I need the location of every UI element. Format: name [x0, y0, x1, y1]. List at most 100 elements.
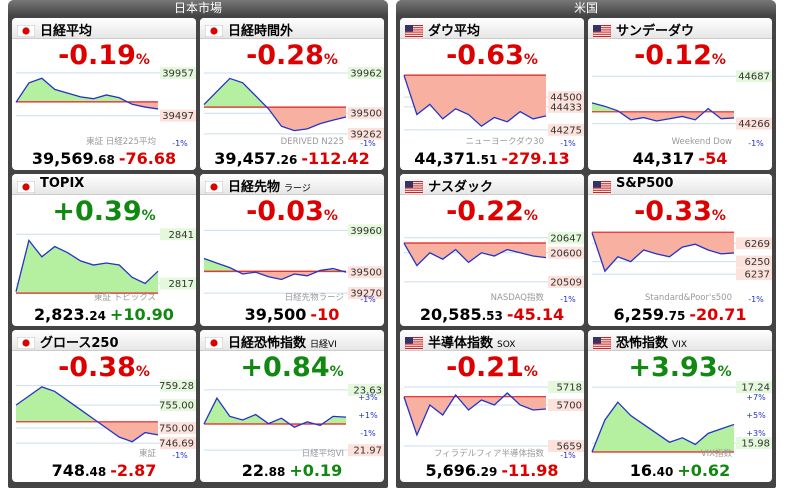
percent-label: -1% — [360, 295, 376, 304]
card-name: ナスダック — [428, 176, 493, 195]
name-text: ダウ平均 — [428, 24, 481, 39]
price-int: 44,371 — [414, 149, 477, 168]
percent-unit: % — [523, 208, 538, 224]
price-label: 44266 — [738, 119, 770, 130]
label-bg — [548, 275, 584, 288]
card-header: 日経恐怖指数 日経VI — [200, 330, 384, 351]
quote-card: ダウ平均 -0.63% ニューヨークダウ30 44500 44433 44275 -1% 44… — [400, 18, 584, 170]
price-line — [15, 238, 159, 292]
sparkline-chart: 日経平均VI 23.63 21.97 +3% +1% -1% — [203, 383, 384, 459]
price-label: 2841 — [169, 230, 194, 241]
card-header: TOPIX — [12, 174, 196, 195]
label-bg — [548, 91, 584, 104]
price-label: 6269 — [745, 239, 770, 250]
card-header: 日経時間外 — [200, 18, 384, 39]
price-change: -76.68 — [118, 149, 177, 168]
price-row: 20,585.53 -45.14 — [400, 305, 584, 324]
price-label: 750.00 — [159, 424, 194, 435]
market-panel: 米国 ダウ平均 -0.63% ニューヨークダウ30 44500 44433 44275 -1%… — [396, 0, 776, 488]
flag — [204, 178, 224, 197]
change-percent: -0.28% — [200, 40, 384, 71]
name-sub: SOX — [497, 340, 516, 350]
price-change: +10.90 — [109, 305, 174, 324]
name-text: S&P500 — [616, 176, 674, 191]
card-name: グロース250 — [40, 332, 119, 351]
label-bg — [548, 100, 584, 113]
chart-note: ニューヨークダウ30 — [466, 136, 544, 147]
price-int: 748 — [51, 461, 85, 480]
price-change: +0.19 — [289, 461, 343, 480]
change-percent: +3.93% — [588, 352, 772, 383]
flag — [404, 22, 424, 41]
price-frac: .29 — [476, 465, 498, 479]
percent-value: -0.63 — [446, 40, 524, 71]
area-up — [204, 258, 346, 272]
percent-value: -0.12 — [634, 40, 712, 71]
price-frac: .51 — [476, 153, 498, 167]
price-change: -2.87 — [110, 461, 157, 480]
price-int: 6,259 — [613, 305, 665, 324]
panel-title: 米国 — [396, 0, 776, 16]
price-line — [591, 401, 735, 453]
price-label: 20600 — [550, 248, 582, 259]
card-header: グロース250 — [12, 330, 196, 351]
area-down — [592, 111, 734, 121]
price-label: 20647 — [550, 233, 582, 244]
price-row: 44,371.51 -279.13 — [400, 149, 584, 168]
price-label: 23.63 — [353, 385, 382, 396]
price-int: 39,457 — [214, 149, 277, 168]
name-text: 日経恐怖指数 — [228, 336, 307, 351]
percent-label: -1% — [172, 451, 188, 460]
label-bg — [160, 399, 196, 412]
name-text: 恐怖指数 — [616, 336, 669, 351]
flag — [592, 334, 612, 353]
area-down — [404, 242, 546, 266]
quote-card: 日経平均 -0.19% 東証 日経225平均 39957 39497 -1% 39,569.… — [12, 18, 196, 170]
sparkline-chart: 東証 トピックス 2841 2817 — [15, 228, 196, 303]
flag-jp — [204, 180, 224, 194]
percent-value: -0.28 — [246, 40, 324, 71]
percent-value: +0.39 — [52, 196, 142, 227]
change-percent: -0.03% — [200, 196, 384, 227]
price-frac: .24 — [84, 309, 106, 323]
percent-value: -0.19 — [58, 40, 136, 71]
price-label: 20509 — [550, 277, 582, 288]
label-bg — [160, 379, 196, 392]
price-frac: .48 — [85, 465, 107, 479]
change-percent: +0.39% — [12, 196, 196, 227]
card-header: 日経平均 — [12, 18, 196, 39]
flag — [404, 178, 424, 197]
price-row: 39,500 -10 — [200, 305, 384, 324]
flag-us — [592, 180, 612, 194]
price-change: -54 — [698, 149, 728, 168]
percent-label: -1% — [748, 295, 764, 304]
percent-label: +3% — [746, 429, 766, 438]
sparkline-chart: 日経先物ラージ 39960 39500 39270-1% — [203, 224, 384, 304]
label-bg — [548, 399, 584, 411]
chart-note: VIX指数 — [701, 448, 733, 459]
area-up — [16, 386, 158, 422]
flag — [16, 22, 36, 41]
area-down — [404, 396, 546, 435]
area-up — [204, 78, 346, 108]
change-percent: -0.33% — [588, 196, 772, 227]
percent-value: -0.03 — [246, 196, 324, 227]
percent-value: +0.84 — [240, 352, 330, 383]
price-frac: .26 — [276, 153, 298, 167]
price-change: -112.42 — [301, 149, 370, 168]
label-bg — [736, 255, 772, 268]
price-line — [15, 386, 159, 443]
label-bg — [548, 440, 584, 452]
change-percent: -0.22% — [400, 196, 584, 227]
price-int: 2,823 — [34, 305, 85, 324]
label-bg — [348, 67, 384, 80]
label-bg — [736, 268, 772, 281]
change-percent: -0.63% — [400, 40, 584, 71]
sparkline-chart: フィラデルフィア半導体指数 5718 5700 5659-1% — [403, 381, 584, 460]
flag-jp — [16, 24, 36, 38]
market-panel: 日本市場 日経平均 -0.19% 東証 日経225平均 39957 39497 -1% 39,… — [8, 0, 388, 488]
price-int: 22 — [241, 461, 265, 480]
price-label: 755.00 — [159, 401, 194, 412]
quote-card: 半導体指数 SOX -0.21% フィラデルフィア半導体指数 5718 5700 5659-… — [400, 330, 584, 482]
price-label: 6250 — [745, 257, 770, 268]
